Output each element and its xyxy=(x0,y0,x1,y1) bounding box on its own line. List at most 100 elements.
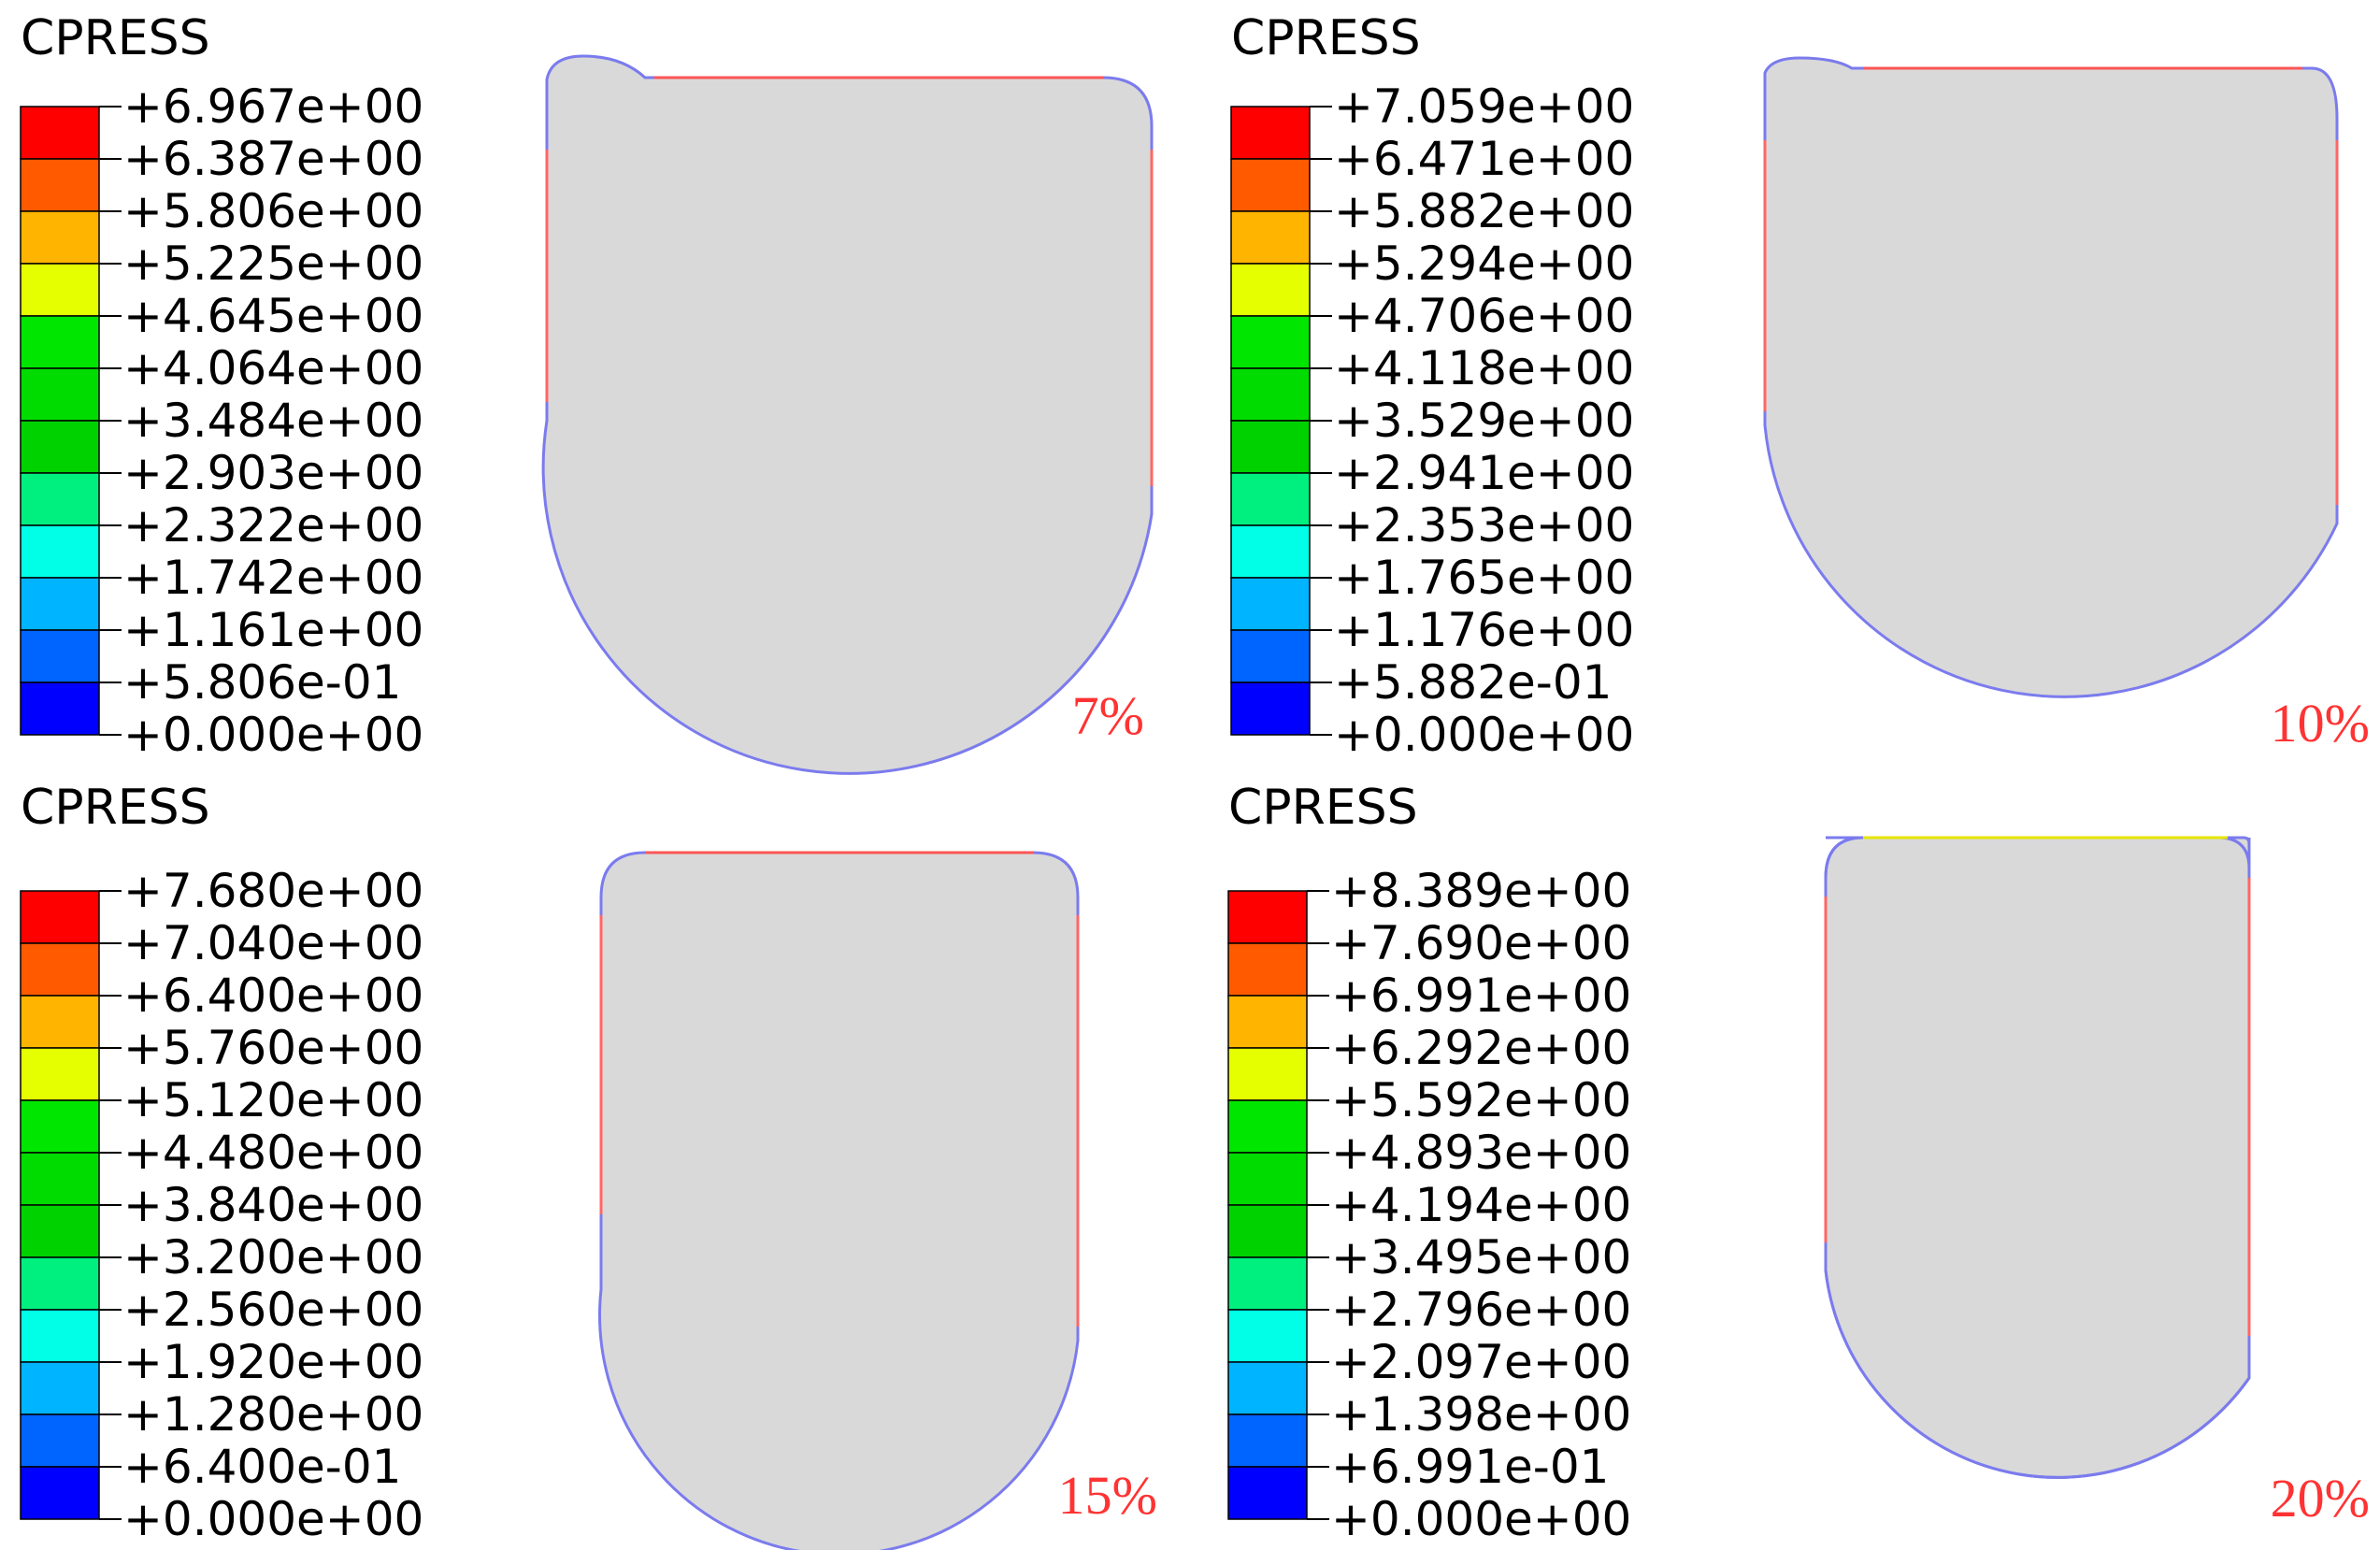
legend-label: +3.840e+00 xyxy=(123,1178,423,1232)
legend-label: +6.471e+00 xyxy=(1334,132,1634,186)
legend-color-band xyxy=(20,890,100,944)
legend-color-band xyxy=(20,1309,100,1363)
seal-cross-section xyxy=(1763,56,2339,698)
legend-color-band xyxy=(20,106,100,160)
legend-label: +6.967e+00 xyxy=(123,79,423,134)
legend-color-band xyxy=(1230,210,1311,265)
legend-color-band xyxy=(20,1204,100,1258)
legend-label: +5.882e+00 xyxy=(1334,184,1634,238)
compression-percent: 20% xyxy=(2271,1468,2370,1528)
legend-color-band xyxy=(1227,1047,1308,1101)
legend-color-band xyxy=(1227,1204,1308,1258)
legend-color-band xyxy=(20,1361,100,1415)
legend-label: +1.920e+00 xyxy=(123,1335,423,1389)
legend-title: CPRESS xyxy=(21,10,210,66)
legend-label: +1.765e+00 xyxy=(1334,551,1634,605)
panel-7-percent: CPRESS +6.967e+00 +6.387e+00 +5.806e+00 +5.… xyxy=(0,0,1190,775)
legend-color-band xyxy=(20,263,100,317)
legend-label: +2.560e+00 xyxy=(123,1283,423,1337)
legend-label: +5.760e+00 xyxy=(123,1021,423,1075)
legend-label: +4.893e+00 xyxy=(1331,1126,1631,1180)
legend-label: +6.400e-01 xyxy=(123,1440,401,1494)
legend-color-band xyxy=(1227,1361,1308,1415)
legend-label: +1.280e+00 xyxy=(123,1387,423,1442)
legend-label: +1.742e+00 xyxy=(123,551,423,605)
legend-color-band xyxy=(1227,1414,1308,1468)
legend-label: +6.400e+00 xyxy=(123,969,423,1023)
legend-label: +7.680e+00 xyxy=(123,864,423,918)
color-legend: +7.059e+00+6.471e+00+5.882e+00+5.294e+00… xyxy=(1230,79,1634,762)
legend-label: +0.000e+00 xyxy=(123,1492,423,1546)
legend-color-band xyxy=(1230,577,1311,631)
legend-color-band xyxy=(20,1152,100,1206)
legend-label: +4.645e+00 xyxy=(123,289,423,343)
legend-color-band xyxy=(1227,995,1308,1049)
compression-percent: 7% xyxy=(1072,685,1144,746)
legend-label: +6.991e+00 xyxy=(1331,969,1631,1023)
legend-color-band xyxy=(1227,890,1308,944)
legend-label: +5.592e+00 xyxy=(1331,1073,1631,1127)
legend-label: +0.000e+00 xyxy=(1334,708,1634,762)
legend-label: +4.480e+00 xyxy=(123,1126,423,1180)
legend-color-band xyxy=(20,629,100,683)
legend-label: +2.322e+00 xyxy=(123,498,423,553)
legend-label: +5.882e-01 xyxy=(1334,655,1612,710)
legend-label: +3.529e+00 xyxy=(1334,394,1634,448)
legend-label: +1.176e+00 xyxy=(1334,603,1634,657)
panel-7-percent-svg: CPRESS +6.967e+00+6.387e+00+5.806e+00+5.… xyxy=(20,10,1154,775)
body-outline xyxy=(1824,836,2251,1479)
legend-label: +3.495e+00 xyxy=(1331,1230,1631,1284)
legend-label: +4.194e+00 xyxy=(1331,1178,1631,1232)
legend-label: +5.806e+00 xyxy=(123,184,423,238)
legend-color-band xyxy=(1230,315,1311,369)
legend-color-band xyxy=(1230,472,1311,526)
legend-label: +7.040e+00 xyxy=(123,916,423,970)
panel-20-percent-svg: CPRESS +8.389e+00+7.690e+00+6.991e+00+6.… xyxy=(1227,780,2370,1546)
legend-label: +7.059e+00 xyxy=(1334,79,1634,134)
legend-color-band xyxy=(20,1047,100,1101)
legend-label: +5.120e+00 xyxy=(123,1073,423,1127)
legend-label: +1.161e+00 xyxy=(123,603,423,657)
color-legend: +8.389e+00+7.690e+00+6.991e+00+6.292e+00… xyxy=(1227,864,1631,1546)
legend-color-band xyxy=(1227,1309,1308,1363)
legend-color-band xyxy=(20,682,100,736)
legend-color-band xyxy=(20,158,100,212)
legend-label: +3.200e+00 xyxy=(123,1230,423,1284)
legend-color-band xyxy=(1227,1466,1308,1520)
legend-color-band xyxy=(1230,682,1311,736)
legend-label: +6.292e+00 xyxy=(1331,1021,1631,1075)
legend-label: +4.064e+00 xyxy=(123,341,423,395)
legend-title: CPRESS xyxy=(1231,10,1421,66)
legend-color-band xyxy=(1227,1099,1308,1154)
legend-label: +3.484e+00 xyxy=(123,394,423,448)
compression-percent: 10% xyxy=(2271,693,2370,753)
legend-label: +0.000e+00 xyxy=(1331,1492,1631,1546)
legend-label: +2.903e+00 xyxy=(123,446,423,500)
compression-percent: 15% xyxy=(1058,1465,1157,1526)
legend-color-band xyxy=(20,210,100,265)
legend-title: CPRESS xyxy=(1228,780,1418,836)
color-legend: +7.680e+00+7.040e+00+6.400e+00+5.760e+00… xyxy=(20,864,423,1546)
legend-color-band xyxy=(1227,1256,1308,1311)
legend-color-band xyxy=(20,367,100,422)
legend-color-band xyxy=(1230,524,1311,579)
legend-label: +8.389e+00 xyxy=(1331,864,1631,918)
legend-color-band xyxy=(1230,158,1311,212)
seal-cross-section xyxy=(541,54,1154,775)
legend-color-band xyxy=(1230,106,1311,160)
legend-label: +6.387e+00 xyxy=(123,132,423,186)
legend-color-band xyxy=(20,1099,100,1154)
legend-label: +0.000e+00 xyxy=(123,708,423,762)
legend-color-band xyxy=(20,942,100,997)
legend-color-band xyxy=(1227,1152,1308,1206)
color-legend: +6.967e+00+6.387e+00+5.806e+00+5.225e+00… xyxy=(20,79,423,762)
legend-label: +2.097e+00 xyxy=(1331,1335,1631,1389)
legend-color-band xyxy=(20,577,100,631)
legend-color-band xyxy=(20,1256,100,1311)
legend-label: +2.796e+00 xyxy=(1331,1283,1631,1337)
seal-cross-section xyxy=(1824,836,2251,1479)
legend-color-band xyxy=(20,472,100,526)
legend-color-band xyxy=(20,420,100,474)
panel-15-percent: CPRESS +7.680e+00 +7.040e+00 +6.400e+00 +5.… xyxy=(0,775,1190,1550)
legend-color-band xyxy=(1230,263,1311,317)
